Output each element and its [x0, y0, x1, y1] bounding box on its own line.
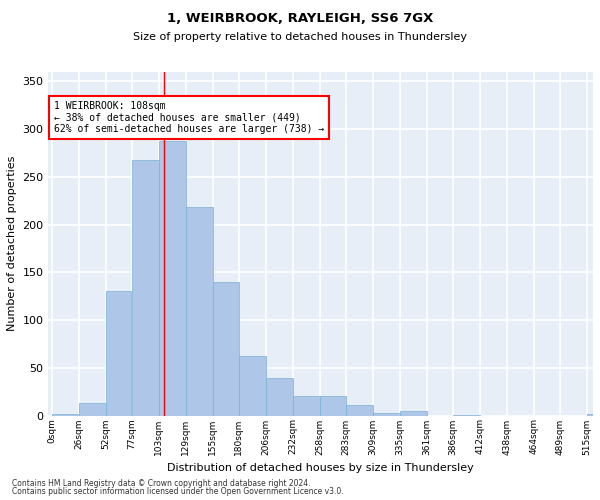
Bar — [239, 356, 266, 416]
Bar — [79, 403, 106, 415]
Bar — [186, 206, 212, 416]
Bar — [373, 412, 400, 416]
Y-axis label: Number of detached properties: Number of detached properties — [7, 156, 17, 332]
Bar — [213, 282, 239, 416]
Bar — [159, 140, 185, 415]
Bar — [587, 414, 600, 416]
Bar — [293, 396, 320, 415]
Text: Size of property relative to detached houses in Thundersley: Size of property relative to detached ho… — [133, 32, 467, 42]
Bar — [346, 405, 373, 415]
Bar — [132, 160, 158, 415]
Bar — [52, 414, 79, 416]
Bar — [400, 411, 427, 416]
Bar — [266, 378, 293, 416]
Text: Contains HM Land Registry data © Crown copyright and database right 2024.: Contains HM Land Registry data © Crown c… — [12, 478, 311, 488]
Text: 1 WEIRBROOK: 108sqm
← 38% of detached houses are smaller (449)
62% of semi-detac: 1 WEIRBROOK: 108sqm ← 38% of detached ho… — [53, 100, 324, 134]
Bar — [453, 414, 479, 416]
Text: Contains public sector information licensed under the Open Government Licence v3: Contains public sector information licen… — [12, 487, 344, 496]
Text: 1, WEIRBROOK, RAYLEIGH, SS6 7GX: 1, WEIRBROOK, RAYLEIGH, SS6 7GX — [167, 12, 433, 26]
Bar — [320, 396, 346, 415]
Bar — [106, 292, 131, 416]
X-axis label: Distribution of detached houses by size in Thundersley: Distribution of detached houses by size … — [167, 463, 474, 473]
